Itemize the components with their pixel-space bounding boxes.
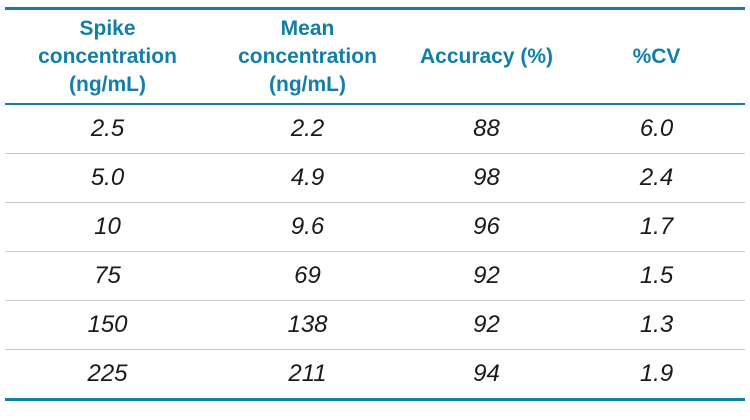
- table-row: 10 9.6 96 1.7: [5, 202, 745, 252]
- table-cell: 1.7: [568, 202, 745, 252]
- header-line: Accuracy (%): [419, 44, 554, 68]
- table-cell: 6.0: [639, 115, 674, 142]
- header-line: %CV: [632, 44, 681, 68]
- header-line: concentration: [238, 44, 377, 68]
- table-cell: 92: [405, 300, 568, 350]
- table-cell: 75: [5, 251, 210, 301]
- column-header-mean-concentration: Mean concentration (ng/mL): [210, 8, 405, 105]
- column-header-cv: %CV: [568, 8, 745, 105]
- table-cell: 2.5: [90, 115, 125, 142]
- table-cell: 98: [405, 153, 568, 203]
- header-line: (ng/mL): [269, 72, 346, 96]
- column-header-spike-concentration: Spike concentration (ng/mL): [5, 8, 210, 105]
- header-line: Mean: [280, 16, 335, 40]
- table-cell: 1.3: [568, 300, 745, 350]
- table-cell: 2.4: [568, 153, 745, 203]
- table-container: Spike concentration (ng/mL) Mean concent…: [5, 7, 745, 401]
- table-cell: 88: [473, 115, 500, 142]
- table-cell: 10: [5, 202, 210, 252]
- table-cell: 1.5: [568, 251, 745, 301]
- table-cell: 5.0: [5, 153, 210, 203]
- table-cell: 69: [210, 251, 405, 301]
- table-cell: 9.6: [210, 202, 405, 252]
- column-header-accuracy: Accuracy (%): [405, 8, 568, 105]
- header-line: (ng/mL): [69, 72, 146, 96]
- table-cell: 94: [405, 349, 568, 400]
- table-cell: 225: [5, 349, 210, 400]
- header-line: Spike: [79, 16, 136, 40]
- table-row: 5.0 4.9 98 2.4: [5, 153, 745, 203]
- table-row: 225 211 94 1.9: [5, 349, 745, 400]
- table-row: 2.5 2.2 88 6.0: [5, 104, 745, 154]
- table-cell: 4.9: [210, 153, 405, 203]
- table-cell: 92: [405, 251, 568, 301]
- table-cell: 211: [210, 349, 405, 400]
- table-row: 75 69 92 1.5: [5, 251, 745, 301]
- table-cell: 150: [5, 300, 210, 350]
- table-cell: 1.9: [568, 349, 745, 400]
- header-row: Spike concentration (ng/mL) Mean concent…: [5, 8, 745, 105]
- table-cell: 96: [405, 202, 568, 252]
- table-cell: 2.2: [290, 115, 325, 142]
- table-cell: 138: [210, 300, 405, 350]
- header-line: concentration: [38, 44, 177, 68]
- accuracy-precision-table: Spike concentration (ng/mL) Mean concent…: [5, 7, 745, 401]
- table-row: 150 138 92 1.3: [5, 300, 745, 350]
